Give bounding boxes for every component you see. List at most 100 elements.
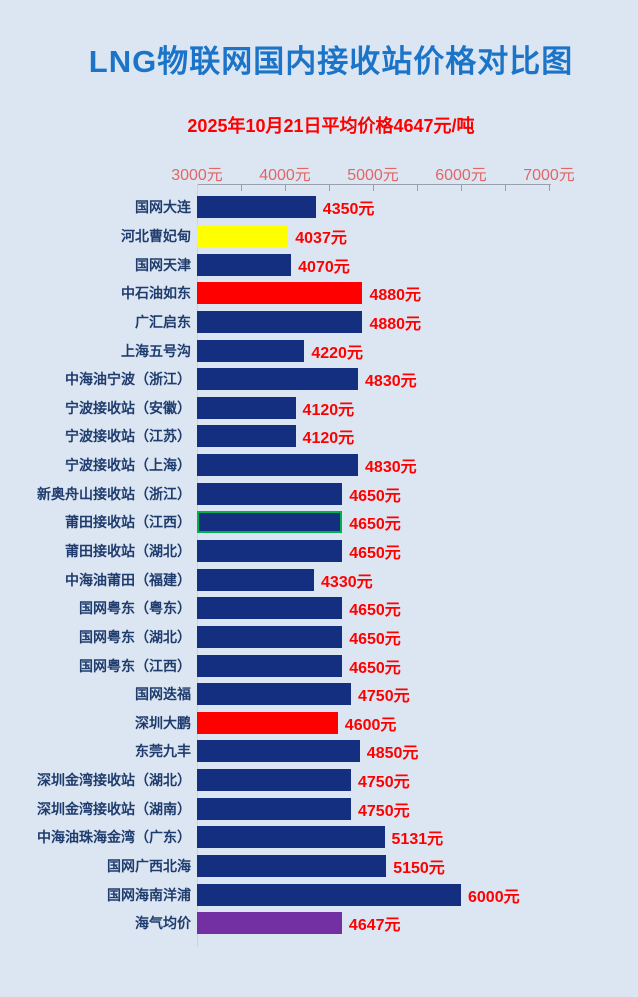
bar (197, 396, 296, 419)
value-label: 4750元 (358, 802, 410, 820)
chart-row: 国网广西北海 5150元 (0, 852, 638, 881)
value-label: 6000元 (468, 888, 520, 906)
y-axis-line (197, 184, 198, 947)
chart-row: 国网天津 4070元 (0, 250, 638, 279)
value-label: 4880元 (369, 287, 422, 305)
category-label: 国网粤东（粤东） (79, 600, 191, 617)
bar-zone: 4650元 (197, 479, 638, 508)
value-label: 4650元 (349, 602, 401, 620)
chart-row: 宁波接收站（安徽） 4120元 (0, 393, 638, 422)
category-label: 莆田接收站（江西） (65, 514, 191, 531)
value-label: 4880元 (369, 315, 422, 333)
bar-zone: 5131元 (197, 823, 638, 852)
bar-zone: 4650元 (197, 537, 638, 566)
chart-row: 国网粤东（湖北） 4650元 (0, 623, 638, 652)
x-axis-tick (505, 185, 506, 191)
category-label: 莆田接收站（湖北） (65, 543, 191, 559)
bar-zone: 6000元 (197, 880, 638, 909)
x-axis-tick-label: 7000元 (523, 167, 575, 184)
category-label: 深圳金湾接收站（湖北） (37, 772, 191, 789)
x-axis-tick (417, 185, 418, 191)
bar (197, 253, 292, 276)
category-label: 国网大连 (135, 199, 191, 216)
bar-zone: 4850元 (197, 737, 638, 766)
bar-zone: 4647元 (197, 909, 638, 938)
bar (197, 711, 338, 734)
x-axis-line (197, 184, 551, 185)
chart-row: 莆田接收站（湖北） 4650元 (0, 537, 638, 566)
value-label: 4830元 (365, 459, 417, 477)
value-label: 4120元 (302, 430, 355, 448)
x-axis-tick (241, 185, 242, 191)
value-label: 4600元 (344, 716, 397, 734)
bar (197, 797, 351, 820)
category-label: 国网广西北海 (107, 858, 191, 875)
category-label: 国网天津 (135, 256, 191, 273)
bar-zone: 4330元 (197, 565, 638, 594)
bar-zone: 5150元 (197, 852, 638, 881)
value-label: 4850元 (366, 745, 419, 763)
bar-zone: 4120元 (197, 393, 638, 422)
value-label: 4330元 (321, 573, 373, 591)
bar (197, 855, 387, 878)
x-axis-tick-label: 6000元 (435, 167, 487, 184)
bar (197, 454, 359, 477)
value-label: 4650元 (349, 487, 401, 505)
value-label: 4650元 (349, 630, 401, 648)
category-label: 国网粤东（江西） (79, 657, 191, 674)
chart-subtitle: 2025年10月21日平均价格4647元/吨 (187, 116, 475, 136)
chart-row: 中石油如东 4880元 (0, 279, 638, 308)
value-label: 4647元 (348, 917, 401, 935)
value-label: 4650元 (349, 516, 401, 534)
bar (197, 540, 343, 562)
chart-row: 国网迭福 4750元 (0, 680, 638, 709)
bar-zone: 4650元 (197, 623, 638, 652)
x-axis-tick-labels: 3000元 4000元 5000元 6000元 7000元 (0, 161, 638, 184)
bar (197, 654, 343, 677)
category-label: 中海油宁波（浙江） (65, 371, 191, 388)
chart-row: 宁波接收站（江苏） 4120元 (0, 422, 638, 451)
bar-zone: 4750元 (197, 766, 638, 795)
chart-row: 深圳大鹏 4600元 (0, 709, 638, 738)
bar (197, 883, 461, 906)
value-label: 4650元 (349, 545, 401, 562)
bar-zone: 4830元 (197, 365, 638, 394)
bar-zone: 4750元 (197, 680, 638, 709)
x-axis-tick-label: 5000元 (347, 167, 399, 184)
bar (197, 740, 360, 763)
bar (197, 196, 316, 219)
x-axis-tick (329, 185, 330, 191)
bar (197, 826, 385, 849)
bar (197, 625, 343, 648)
value-label: 4350元 (322, 201, 375, 219)
bar-zone: 4037元 (197, 222, 638, 251)
bar (197, 511, 343, 534)
x-axis-tick (373, 185, 374, 191)
x-axis-tick-label: 4000元 (259, 167, 311, 184)
bar (197, 368, 359, 391)
chart-row: 国网粤东（粤东） 4650元 (0, 594, 638, 623)
category-label: 中石油如东 (121, 285, 191, 302)
chart-row: 国网海南洋浦 6000元 (0, 880, 638, 909)
category-label: 广汇启东 (135, 313, 191, 330)
bar (197, 769, 351, 792)
chart-row: 国网粤东（江西） 4650元 (0, 651, 638, 680)
chart-row: 中海油宁波（浙江） 4830元 (0, 365, 638, 394)
bar (197, 425, 296, 448)
chart-row: 深圳金湾接收站（湖南） 4750元 (0, 794, 638, 823)
bar-zone: 4650元 (197, 508, 638, 537)
bar (197, 912, 342, 935)
value-label: 4830元 (365, 373, 417, 391)
bar (197, 224, 289, 247)
chart-row: 莆田接收站（江西） 4650元 (0, 508, 638, 537)
category-label: 国网粤东（湖北） (79, 628, 191, 645)
category-label: 国网迭福 (135, 686, 191, 703)
bar-zone: 4880元 (197, 308, 638, 337)
category-label: 中海油珠海金湾（广东） (37, 829, 191, 846)
chart-row: 海气均价 4647元 (0, 909, 638, 938)
category-label: 深圳金湾接收站（湖南） (37, 800, 191, 817)
chart-row: 宁波接收站（上海） 4830元 (0, 451, 638, 480)
category-label: 宁波接收站（上海） (65, 457, 191, 474)
bar (197, 310, 363, 333)
